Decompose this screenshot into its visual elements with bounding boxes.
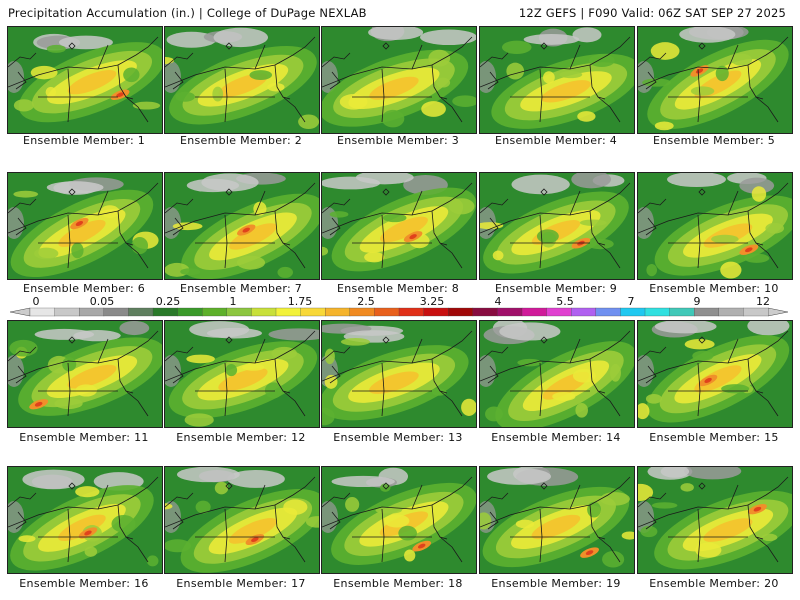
legend-swatch: [743, 307, 769, 317]
ensemble-map-panel: [479, 466, 635, 574]
ensemble-member-label: Ensemble Member: 5: [652, 134, 776, 147]
legend-tick-label: 12: [756, 296, 770, 308]
legend-swatch: [595, 307, 621, 317]
page-title: Precipitation Accumulation (in.) | Colle…: [8, 6, 367, 20]
ensemble-map-panel: [164, 320, 320, 428]
ensemble-map-panel: [321, 172, 477, 280]
legend-swatch: [202, 307, 228, 317]
ensemble-member-label: Ensemble Member: 7: [179, 282, 303, 295]
legend-tick-label: 0: [33, 296, 40, 308]
ensemble-map-panel: [637, 172, 793, 280]
ensemble-member-label: Ensemble Member: 4: [494, 134, 618, 147]
ensemble-map-panel: [164, 172, 320, 280]
legend-swatch: [325, 307, 351, 317]
ensemble-map-panel: [479, 172, 635, 280]
legend-tick-label: 1: [230, 296, 237, 308]
ensemble-member-label: Ensemble Member: 12: [176, 431, 306, 444]
ensemble-member-label: Ensemble Member: 9: [494, 282, 618, 295]
precip-color-legend: 0 0.05 0.25 1 1.75 2.5 3.25 4 5.5 7 9 12: [9, 296, 789, 317]
legend-swatch: [374, 307, 400, 317]
ensemble-map-panel: [164, 26, 320, 134]
ensemble-map-panel: [7, 172, 163, 280]
ensemble-member-label: Ensemble Member: 1: [22, 134, 146, 147]
ensemble-member-label: Ensemble Member: 19: [491, 577, 621, 590]
ensemble-member-label: Ensemble Member: 16: [19, 577, 149, 590]
legend-swatch: [620, 307, 646, 317]
legend-swatch: [79, 307, 105, 317]
ensemble-map-panel: [7, 320, 163, 428]
legend-tick-label: 5.5: [556, 296, 574, 308]
ensemble-member-label: Ensemble Member: 10: [649, 282, 779, 295]
ensemble-member-label: Ensemble Member: 6: [22, 282, 146, 295]
legend-tick-label: 7: [628, 296, 635, 308]
ensemble-map-panel: [637, 320, 793, 428]
legend-swatch: [644, 307, 671, 317]
legend-swatch: [546, 307, 572, 317]
legend-swatch: [472, 307, 498, 317]
ensemble-member-label: Ensemble Member: 3: [336, 134, 460, 147]
legend-tick-label: 0.25: [156, 296, 181, 308]
legend-swatch: [448, 307, 474, 317]
legend-swatch: [571, 307, 597, 317]
legend-min-arrow: [9, 307, 31, 317]
legend-swatch: [275, 307, 302, 317]
ensemble-member-label: Ensemble Member: 11: [19, 431, 149, 444]
ensemble-map-panel: [637, 466, 793, 574]
ensemble-map-panel: [7, 466, 163, 574]
legend-swatch: [128, 307, 154, 317]
legend-swatch: [103, 307, 129, 317]
model-run-info: 12Z GEFS | F090 Valid: 06Z SAT SEP 27 20…: [518, 6, 786, 20]
ensemble-map-panel: [321, 26, 477, 134]
legend-swatch: [423, 307, 449, 317]
legend-swatch: [398, 307, 425, 317]
legend-swatch: [349, 307, 375, 317]
legend-swatch: [54, 307, 80, 317]
legend-swatch: [177, 307, 203, 317]
ensemble-member-label: Ensemble Member: 18: [333, 577, 463, 590]
legend-tick-label: 0.05: [90, 296, 115, 308]
ensemble-member-label: Ensemble Member: 2: [179, 134, 303, 147]
legend-swatch: [226, 307, 252, 317]
ensemble-member-label: Ensemble Member: 15: [649, 431, 779, 444]
legend-swatch: [497, 307, 523, 317]
ensemble-map-panel: [164, 466, 320, 574]
legend-swatch: [669, 307, 695, 317]
legend-swatch: [718, 307, 744, 317]
ensemble-member-label: Ensemble Member: 17: [176, 577, 306, 590]
ensemble-map-panel: [7, 26, 163, 134]
ensemble-map-panel: [479, 26, 635, 134]
legend-swatch: [300, 307, 326, 317]
legend-swatch: [521, 307, 548, 317]
legend-tick-label: 2.5: [357, 296, 375, 308]
ensemble-member-label: Ensemble Member: 20: [649, 577, 779, 590]
ensemble-member-label: Ensemble Member: 8: [336, 282, 460, 295]
legend-swatch: [152, 307, 179, 317]
legend-tick-label: 3.25: [420, 296, 445, 308]
ensemble-map-panel: [637, 26, 793, 134]
legend-swatch: [694, 307, 720, 317]
ensemble-map-panel: [321, 466, 477, 574]
ensemble-member-label: Ensemble Member: 14: [491, 431, 621, 444]
legend-max-arrow: [767, 307, 789, 317]
ensemble-map-panel: [479, 320, 635, 428]
ensemble-map-panel: [321, 320, 477, 428]
legend-tick-label: 9: [694, 296, 701, 308]
legend-tick-label: 4: [495, 296, 502, 308]
ensemble-member-label: Ensemble Member: 13: [333, 431, 463, 444]
legend-swatch: [29, 307, 56, 317]
legend-swatch: [251, 307, 277, 317]
legend-tick-label: 1.75: [288, 296, 313, 308]
